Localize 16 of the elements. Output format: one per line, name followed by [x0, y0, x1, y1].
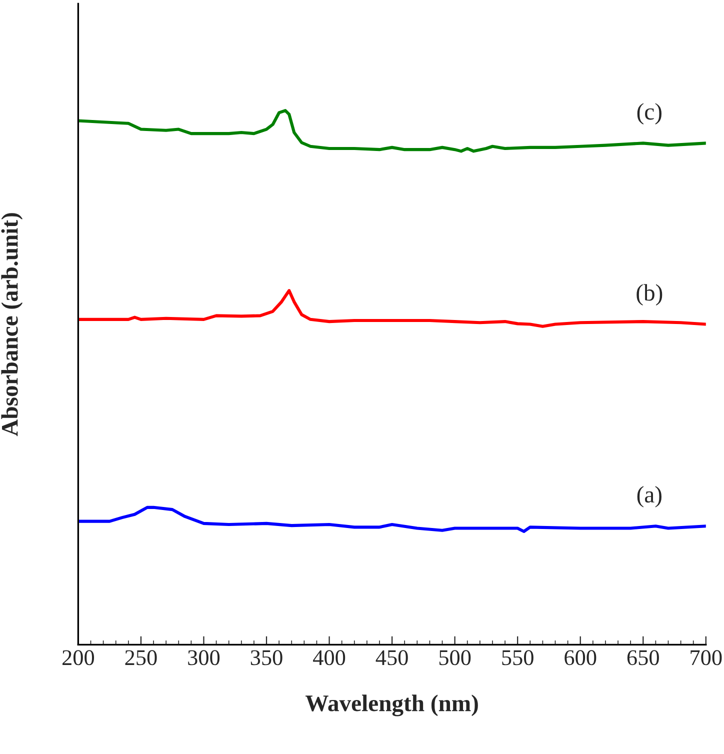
x-tick-label: 500 — [439, 650, 471, 666]
x-tick-label: 550 — [502, 650, 534, 666]
x-tick-label: 250 — [125, 650, 157, 666]
x-tick-label: 700 — [690, 650, 722, 666]
x-tick-label: 200 — [62, 650, 94, 666]
x-tick-label: 450 — [376, 650, 408, 666]
series-label: (b) — [636, 284, 662, 306]
y-axis-title: Absorbance (arb.unit) — [1, 213, 23, 436]
x-axis-title: Wavelength (nm) — [305, 694, 478, 716]
x-tick-label: 300 — [188, 650, 220, 666]
series-label: (a) — [637, 486, 662, 508]
x-tick-label: 650 — [627, 650, 659, 666]
x-tick-label: 600 — [564, 650, 596, 666]
x-tick-label: 350 — [250, 650, 282, 666]
x-tick-label: 400 — [313, 650, 346, 666]
series-label: (c) — [637, 103, 662, 124]
